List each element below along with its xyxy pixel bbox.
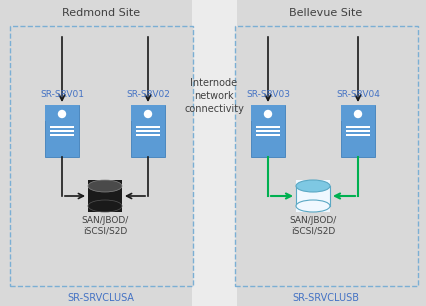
- Ellipse shape: [88, 200, 122, 212]
- Text: Redmond Site: Redmond Site: [62, 8, 140, 18]
- Bar: [50, 126, 74, 129]
- Text: Bellevue Site: Bellevue Site: [289, 8, 362, 18]
- FancyBboxPatch shape: [340, 105, 374, 157]
- Bar: [45, 105, 79, 121]
- Bar: [10, 26, 193, 286]
- FancyBboxPatch shape: [250, 105, 284, 157]
- Bar: [295, 206, 329, 212]
- Circle shape: [354, 110, 361, 118]
- Text: SR-SRV02: SR-SRV02: [126, 90, 170, 99]
- Text: SAN/JBOD/
iSCSI/S2D: SAN/JBOD/ iSCSI/S2D: [289, 216, 336, 235]
- Bar: [345, 130, 369, 132]
- Ellipse shape: [295, 180, 329, 192]
- Bar: [131, 105, 164, 121]
- Bar: [256, 134, 279, 136]
- Bar: [136, 126, 160, 129]
- Text: SR-SRV04: SR-SRV04: [335, 90, 379, 99]
- Bar: [50, 134, 74, 136]
- Bar: [345, 134, 369, 136]
- Bar: [192, 0, 236, 306]
- Text: SAN/JBOD/
iSCSI/S2D: SAN/JBOD/ iSCSI/S2D: [81, 216, 128, 235]
- Bar: [234, 26, 417, 286]
- FancyBboxPatch shape: [45, 105, 79, 157]
- Text: Internode
network
connectivity: Internode network connectivity: [184, 78, 243, 114]
- Bar: [256, 126, 279, 129]
- Bar: [136, 134, 160, 136]
- Bar: [256, 130, 279, 132]
- Text: SR-SRV03: SR-SRV03: [245, 90, 289, 99]
- Circle shape: [58, 110, 65, 118]
- Ellipse shape: [88, 180, 122, 192]
- Circle shape: [144, 110, 151, 118]
- Bar: [345, 126, 369, 129]
- Circle shape: [264, 110, 271, 118]
- Bar: [295, 180, 329, 206]
- Text: SR-SRVCLUSА: SR-SRVCLUSА: [67, 293, 134, 303]
- Text: SR-SRV01: SR-SRV01: [40, 90, 84, 99]
- Ellipse shape: [295, 200, 329, 212]
- FancyBboxPatch shape: [131, 105, 164, 157]
- Bar: [50, 130, 74, 132]
- Bar: [136, 130, 160, 132]
- Bar: [88, 180, 122, 206]
- Bar: [340, 105, 374, 121]
- Text: SR-SRVCLUSB: SR-SRVCLUSB: [292, 293, 359, 303]
- Bar: [88, 206, 122, 212]
- Bar: [250, 105, 284, 121]
